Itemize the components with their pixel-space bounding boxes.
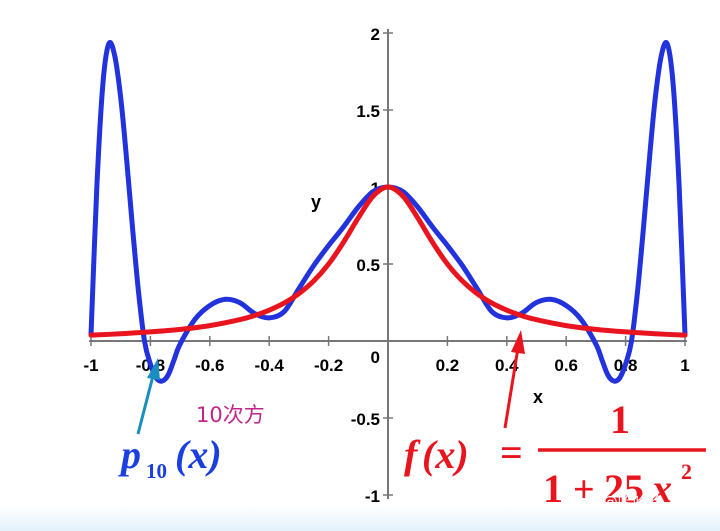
x-tick-label: -0.4 xyxy=(255,356,285,375)
poly-label-arg: (x) xyxy=(175,432,222,477)
func-label-den-var: x xyxy=(651,466,672,511)
x-tick-label: -1 xyxy=(83,356,98,375)
runge-curve xyxy=(88,184,688,338)
poly-arrow xyxy=(136,358,160,435)
func-label-den-one: 1 xyxy=(543,466,563,511)
y-tick-label: 1.5 xyxy=(356,102,380,121)
func-label-numerator: 1 xyxy=(610,397,630,442)
x-tick-label: 0.2 xyxy=(436,356,460,375)
poly-label: p 10 (x) xyxy=(118,432,222,483)
func-label-f: f xyxy=(404,432,421,477)
x-tick-label: -0.2 xyxy=(314,356,343,375)
x-tick-label: 1 xyxy=(680,356,689,375)
y-axis-label: y xyxy=(311,192,321,212)
bottom-gradient-band xyxy=(0,506,720,531)
func-label-den-coef: 25 xyxy=(604,466,644,511)
func-label-den-plus: + xyxy=(573,469,595,511)
func-label-den-exp: 2 xyxy=(681,459,692,484)
curves xyxy=(88,40,688,384)
x-axis-label: x xyxy=(533,387,543,407)
y-tick-label: 2 xyxy=(371,25,380,44)
func-arrow xyxy=(503,330,525,429)
x-tick-label: -0.6 xyxy=(195,356,224,375)
poly-label-p: p xyxy=(118,432,141,477)
func-label: f (x) = 1 1 + 25 x 2 xyxy=(404,397,706,511)
poly-label-subscript: 10 xyxy=(146,459,167,483)
y-tick-label: -0.5 xyxy=(351,410,380,429)
y-tick-label: 0.5 xyxy=(356,256,380,275)
x-tick-label: 0.6 xyxy=(554,356,578,375)
degree-note: 10次方 xyxy=(196,403,265,427)
y-tick-label: 0 xyxy=(371,348,380,367)
func-label-arg: (x) xyxy=(422,432,469,477)
watermark: 知乎 @哈哈哈 xyxy=(568,493,663,511)
func-label-equals: = xyxy=(500,430,523,475)
y-tick-label: -1 xyxy=(365,487,380,506)
